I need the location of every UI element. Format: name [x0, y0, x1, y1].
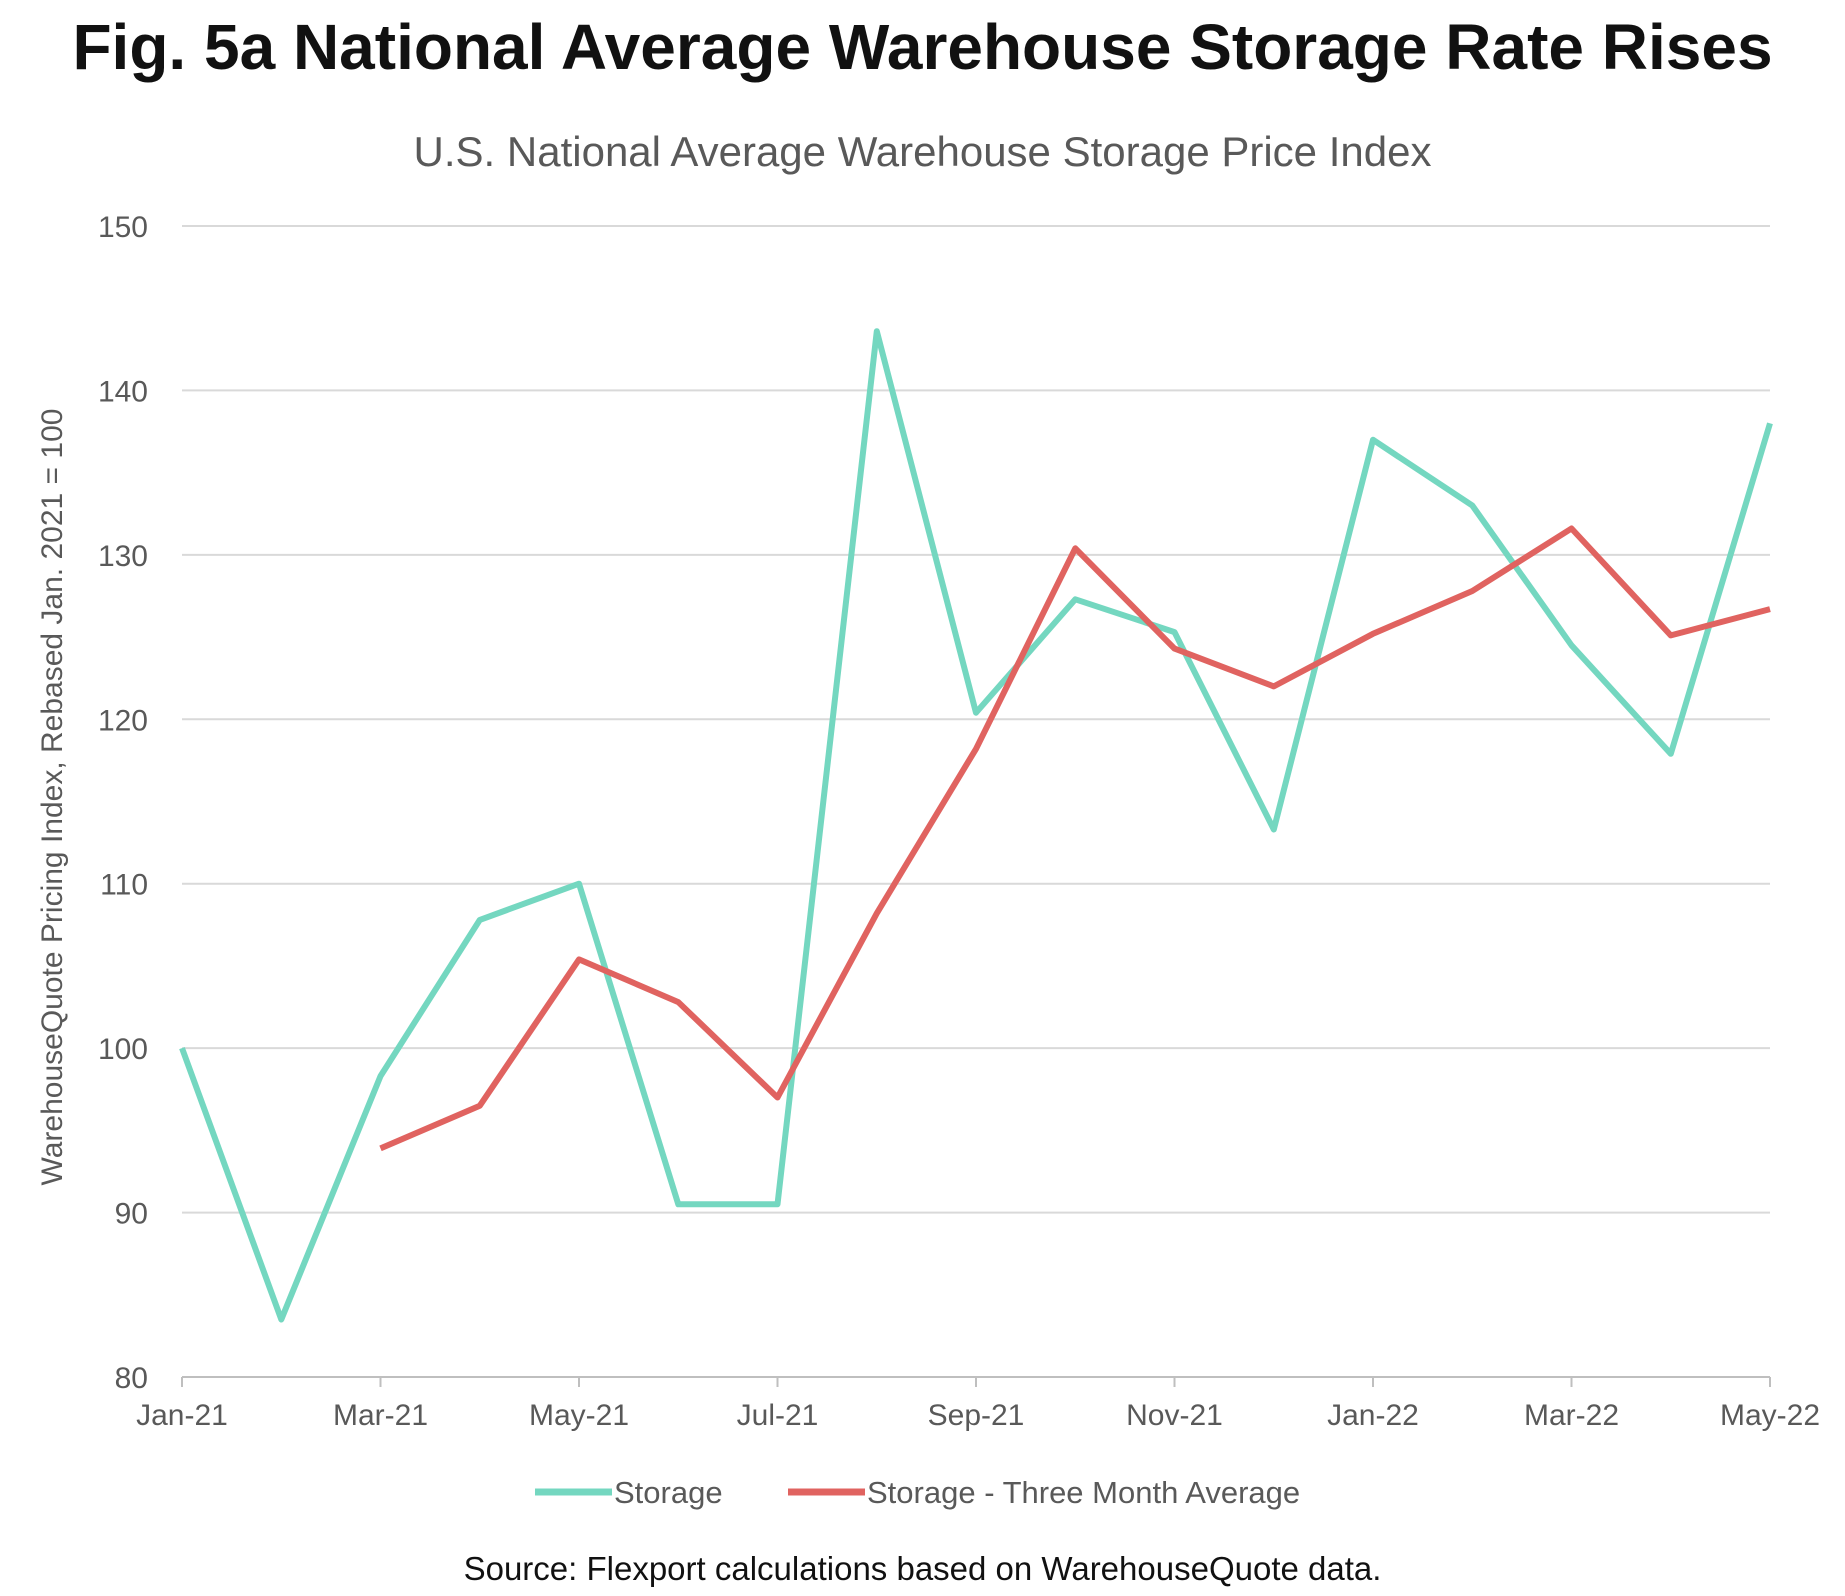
- x-tick-label: May-21: [529, 1399, 629, 1432]
- line-chart: 80 90 100 110 120 130 140 150 Jan-21 Mar-21 May-2…: [36, 211, 1820, 1510]
- y-tick-label: 150: [98, 211, 148, 244]
- x-tick-label: Jan-22: [1327, 1399, 1419, 1432]
- y-axis-label: WarehouseQuote Pricing Index, Rebased Ja…: [36, 409, 69, 1186]
- x-tick-label: Mar-21: [333, 1399, 428, 1432]
- y-tick-label: 140: [98, 375, 148, 408]
- y-tick-label: 120: [98, 704, 148, 737]
- axes: [181, 1376, 1771, 1387]
- gridlines: [182, 225, 1770, 1214]
- series-line-storage: [179, 328, 1773, 1323]
- x-tick-label: Mar-22: [1524, 1399, 1619, 1432]
- legend: Storage Storage - Three Month Average: [535, 1475, 1300, 1510]
- x-tick-label: May-22: [1720, 1399, 1820, 1432]
- x-tick-label: Jul-21: [737, 1399, 819, 1432]
- legend-label-storage: Storage: [614, 1475, 723, 1510]
- figure-title: Fig. 5a National Average Warehouse Stora…: [72, 11, 1773, 83]
- x-tick-label: Nov-21: [1126, 1399, 1223, 1432]
- chart-subtitle: U.S. National Average Warehouse Storage …: [413, 128, 1432, 175]
- y-tick-labels: 80 90 100 110 120 130 140 150: [98, 211, 148, 1395]
- x-tick-labels: Jan-21 Mar-21 May-21 Jul-21 Sep-21 Nov-21 Jan-…: [136, 1399, 1820, 1432]
- series-lines: [179, 328, 1773, 1323]
- y-tick-label: 130: [98, 540, 148, 573]
- y-tick-label: 110: [100, 869, 148, 902]
- series-line-three-month-average: [379, 525, 1771, 1152]
- y-tick-label: 80: [115, 1362, 148, 1395]
- y-tick-label: 100: [98, 1033, 148, 1066]
- y-tick-label: 90: [115, 1198, 148, 1231]
- x-tick-label: Jan-21: [136, 1399, 228, 1432]
- legend-label-three-month-average: Storage - Three Month Average: [867, 1475, 1300, 1510]
- x-tick-label: Sep-21: [928, 1399, 1025, 1432]
- source-note: Source: Flexport calculations based on W…: [463, 1550, 1382, 1587]
